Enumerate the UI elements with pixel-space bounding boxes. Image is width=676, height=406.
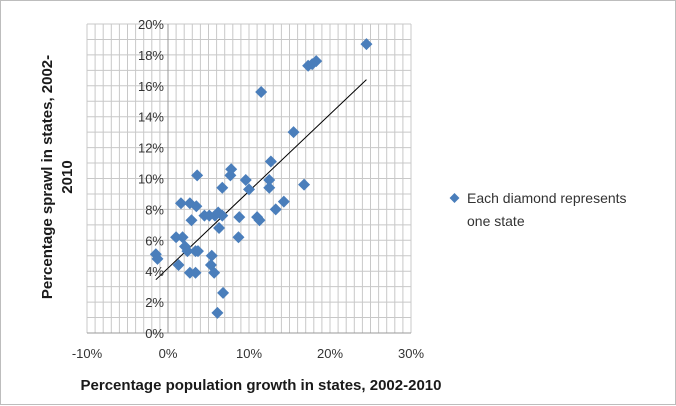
x-tick-label: -10%: [72, 346, 103, 361]
data-point-diamond: [151, 252, 164, 265]
data-points: [149, 38, 373, 319]
data-point-diamond: [243, 183, 255, 196]
y-axis-title-line2: 2010: [59, 160, 76, 193]
grid-lines: [86, 23, 412, 334]
data-point-diamond: [216, 181, 229, 194]
data-point-diamond: [287, 126, 300, 139]
x-tick-label: 0%: [159, 346, 178, 361]
data-point-diamond: [170, 231, 183, 244]
trendline-layer: [155, 79, 367, 281]
data-point-diamond: [232, 231, 245, 244]
data-point-diamond: [176, 231, 189, 244]
data-point-diamond: [191, 245, 204, 258]
y-tick-label: 0%: [145, 326, 164, 341]
y-axis-title-line1: Percentage sprawl in states, 2002-: [39, 55, 56, 299]
data-point-diamond: [233, 211, 246, 224]
y-tick-label: 18%: [138, 48, 164, 63]
x-tick-label: 10%: [236, 346, 262, 361]
y-tick-label: 8%: [145, 202, 164, 217]
data-point-diamond: [255, 85, 268, 98]
y-tick-label: 20%: [138, 17, 164, 32]
y-tick-label: 10%: [138, 172, 164, 187]
y-tick-label: 6%: [145, 233, 164, 248]
data-point-diamond: [360, 38, 373, 51]
data-point-diamond: [212, 206, 225, 219]
data-point-diamond: [185, 214, 198, 227]
data-point-diamond: [263, 174, 276, 187]
legend-label-line2: one state: [467, 213, 525, 229]
data-point-diamond: [239, 174, 252, 187]
data-point-diamond: [172, 259, 185, 272]
data-point-diamond: [174, 197, 187, 210]
y-tick-label: 4%: [145, 264, 164, 279]
trendline: [155, 79, 367, 281]
data-point-diamond: [190, 200, 203, 213]
data-point-diamond: [181, 245, 194, 258]
x-tick-label: 30%: [398, 346, 424, 361]
data-point-diamond: [217, 286, 230, 299]
data-point-diamond: [263, 181, 276, 194]
data-point-diamond: [191, 169, 204, 182]
y-tick-label: 2%: [145, 295, 164, 310]
data-point-diamond: [269, 203, 282, 216]
y-tick-label: 14%: [138, 110, 164, 125]
data-point-diamond: [213, 221, 226, 234]
data-point-diamond: [208, 266, 221, 279]
legend-label-line1: Each diamond represents: [467, 190, 627, 206]
legend: Each diamond represents one state: [449, 190, 627, 229]
x-tick-label: 20%: [317, 346, 343, 361]
data-point-diamond: [253, 214, 266, 227]
data-point-diamond: [211, 306, 224, 319]
data-point-diamond: [189, 266, 202, 279]
legend-marker-diamond: [449, 193, 460, 203]
data-point-diamond: [302, 59, 315, 72]
data-point-diamond: [298, 178, 311, 191]
data-point-diamond: [277, 195, 290, 208]
data-point-diamond: [264, 155, 277, 168]
data-point-diamond: [224, 169, 237, 182]
y-tick-label: 12%: [138, 141, 164, 156]
y-tick-label: 16%: [138, 79, 164, 94]
x-axis-title: Percentage population growth in states, …: [81, 377, 442, 394]
data-point-diamond: [205, 249, 218, 262]
tick-labels: 0% 2% 4% 6% 8% 10% 12% 14% 16% 18% 20% -10% 0% 10% 20%…: [72, 17, 425, 361]
